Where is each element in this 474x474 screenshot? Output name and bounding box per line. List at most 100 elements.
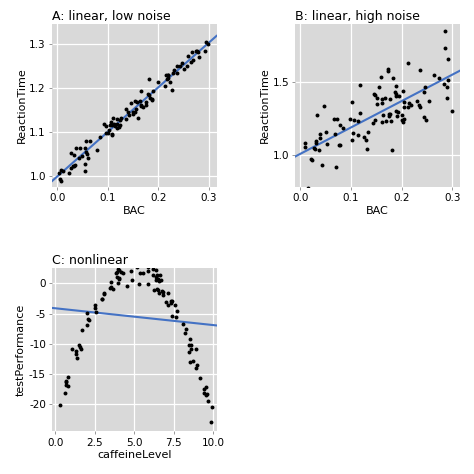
Point <box>385 112 393 119</box>
Point <box>304 184 312 191</box>
Point <box>332 163 340 171</box>
Point <box>202 38 210 46</box>
Point <box>339 125 347 132</box>
Point <box>310 145 318 152</box>
Point <box>107 283 115 291</box>
X-axis label: BAC: BAC <box>123 206 146 216</box>
Point <box>404 103 411 110</box>
Point <box>322 128 330 136</box>
Point <box>208 403 216 410</box>
Point <box>378 100 385 107</box>
Point <box>145 280 152 288</box>
Point <box>404 60 411 67</box>
Point <box>136 98 144 105</box>
Point <box>152 266 159 273</box>
Point <box>320 102 328 109</box>
Point <box>356 109 364 116</box>
Point <box>154 272 161 279</box>
Point <box>63 378 70 385</box>
Point <box>132 106 140 113</box>
Point <box>182 326 190 333</box>
Point <box>192 346 200 353</box>
Point <box>391 89 398 96</box>
Point <box>73 355 81 362</box>
Point <box>132 97 139 105</box>
Point <box>131 109 139 116</box>
Point <box>143 98 150 106</box>
Point <box>369 119 376 127</box>
Point <box>139 103 146 110</box>
Point <box>155 287 162 294</box>
Point <box>96 134 104 141</box>
Point <box>167 300 174 307</box>
Point <box>144 267 152 275</box>
Point <box>114 265 122 273</box>
Point <box>155 277 163 284</box>
Point <box>415 101 422 109</box>
Point <box>336 121 343 129</box>
Point <box>189 56 197 64</box>
Point <box>401 104 408 111</box>
Point <box>158 287 165 295</box>
Point <box>105 130 112 137</box>
Point <box>78 326 86 334</box>
Point <box>113 121 121 128</box>
Point <box>100 289 108 297</box>
Point <box>405 99 413 107</box>
Point <box>109 114 117 122</box>
Point <box>364 146 371 153</box>
Point <box>73 350 80 357</box>
Point <box>82 148 90 155</box>
Point <box>173 69 181 77</box>
Point <box>65 169 73 176</box>
Point <box>128 276 136 284</box>
Point <box>351 116 358 124</box>
Point <box>441 44 449 52</box>
Point <box>448 108 456 115</box>
Text: B: linear, high noise: B: linear, high noise <box>295 9 420 23</box>
Point <box>189 357 197 365</box>
Point <box>355 131 362 138</box>
Point <box>142 101 150 109</box>
Point <box>193 47 201 55</box>
Point <box>87 137 94 145</box>
Y-axis label: testPerformance: testPerformance <box>16 304 26 396</box>
Point <box>382 94 389 102</box>
Point <box>127 99 134 107</box>
Point <box>384 65 392 73</box>
Point <box>73 144 80 151</box>
Point <box>116 121 123 129</box>
Point <box>200 385 208 393</box>
Point <box>207 418 215 426</box>
Point <box>152 276 160 284</box>
Point <box>181 329 189 337</box>
Point <box>195 53 202 61</box>
Point <box>126 111 133 118</box>
Point <box>133 98 141 106</box>
Point <box>200 390 208 397</box>
Point <box>444 76 452 84</box>
Point <box>98 295 106 302</box>
Point <box>178 59 185 66</box>
Point <box>185 348 192 356</box>
Point <box>148 96 156 103</box>
Point <box>70 151 78 159</box>
Point <box>204 397 211 405</box>
Point <box>384 67 392 75</box>
Point <box>155 289 163 296</box>
Point <box>189 48 196 55</box>
Point <box>336 142 343 149</box>
Point <box>109 285 116 293</box>
Point <box>149 265 157 273</box>
Point <box>398 111 406 118</box>
Point <box>186 341 193 348</box>
Point <box>392 92 400 100</box>
Point <box>168 86 175 93</box>
Point <box>152 273 160 281</box>
Point <box>440 81 447 88</box>
Point <box>133 264 141 271</box>
Point <box>57 166 64 174</box>
Point <box>111 122 118 130</box>
Point <box>127 267 135 274</box>
Point <box>93 146 100 154</box>
